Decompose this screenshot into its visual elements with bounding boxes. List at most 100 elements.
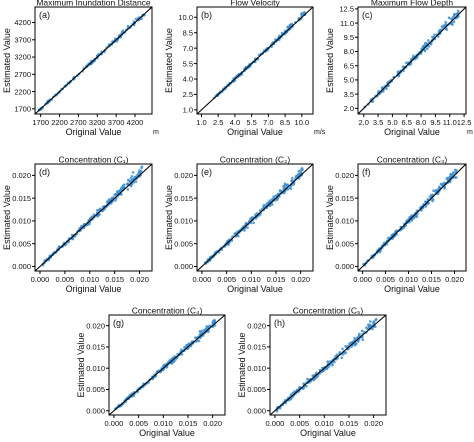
y-tick-label: 2.0 (344, 104, 354, 113)
data-point (121, 29, 125, 32)
data-point (431, 35, 434, 39)
y-tick-label: 4200 (14, 18, 31, 27)
data-point (180, 348, 183, 351)
data-point (381, 90, 385, 93)
panel-label: (d) (39, 167, 50, 177)
data-point (340, 356, 344, 360)
data-point (358, 332, 361, 336)
x-axis-label: Original Value (66, 284, 122, 294)
x-tick-label: 2.0 (359, 118, 369, 127)
y-tick-label: 0.005 (86, 385, 105, 394)
x-tick-label: 4200 (127, 118, 144, 127)
y-tick-label: 10.0 (178, 13, 193, 22)
x-tick-label: 1700 (32, 118, 49, 127)
data-point (289, 187, 293, 190)
data-point (367, 324, 371, 328)
x-tick-label: 5.5 (246, 118, 256, 127)
data-point (442, 24, 446, 27)
reference-line (34, 163, 153, 272)
y-axis-label: Estimated Value (237, 333, 247, 398)
y-tick-label: 0.020 (174, 171, 193, 180)
data-point (243, 229, 246, 232)
y-tick-label: 7.0 (183, 44, 193, 53)
y-tick-label: 3.5 (344, 90, 354, 99)
y-tick-label: 2700 (14, 70, 31, 79)
x-tick-label: 0.020 (445, 275, 464, 284)
data-point (126, 24, 130, 28)
panel-g: 0.000 0.005 0.010 0.015 0.020 0.000 0.005 0.010… (76, 306, 226, 438)
data-point (205, 325, 208, 328)
data-point (295, 174, 299, 178)
data-point (397, 74, 401, 78)
panel-label: (f) (362, 167, 371, 177)
y-tick-label: 0.020 (86, 321, 105, 330)
reference-line (357, 163, 467, 272)
data-point (163, 363, 166, 367)
data-point (213, 319, 217, 323)
data-point (110, 196, 114, 200)
x-tick-label: 7.0 (263, 118, 273, 127)
data-point (286, 25, 290, 29)
y-tick-label: 0.015 (12, 194, 31, 203)
data-point (253, 213, 257, 217)
x-tick-label: 0.010 (154, 419, 173, 428)
x-tick-label: 3.5 (373, 118, 383, 127)
data-point (131, 171, 135, 174)
data-point (402, 226, 406, 229)
x-tick-label: 4.0 (230, 118, 240, 127)
data-point (236, 234, 240, 238)
x-tick-label: 0.005 (55, 275, 74, 284)
unit-label: m (153, 129, 159, 136)
x-axis-label: Original Value (139, 428, 195, 438)
data-point (426, 39, 430, 42)
data-point (361, 338, 365, 342)
x-tick-label: 0.020 (364, 419, 383, 428)
y-tick-label: 3200 (14, 53, 31, 62)
x-tick-label: 0.015 (422, 275, 441, 284)
data-point (134, 180, 138, 183)
data-point (421, 45, 425, 49)
data-point (453, 12, 456, 16)
y-tick-label: 0.005 (335, 239, 354, 248)
data-point (313, 377, 316, 381)
x-tick-label: 0.000 (266, 419, 285, 428)
y-tick-label: 3700 (14, 35, 31, 44)
x-tick-label: 0.015 (105, 275, 124, 284)
data-point (211, 321, 214, 325)
panel-f: 0.000 0.005 0.010 0.015 0.020 0.000 0.005 0.010… (325, 155, 467, 294)
data-point (412, 216, 416, 220)
data-point (335, 353, 339, 357)
data-point (275, 409, 279, 413)
data-point (382, 241, 386, 245)
y-tick-label: 6.5 (344, 61, 354, 70)
data-point (96, 214, 99, 218)
y-tick-label: 1700 (14, 105, 31, 114)
panel-e: 0.000 0.005 0.010 0.015 0.020 0.000 0.005 0.010… (164, 155, 314, 294)
x-tick-label: 3200 (89, 118, 106, 127)
x-tick-label: 0.015 (267, 275, 286, 284)
y-tick-label: 0.020 (12, 171, 31, 180)
y-tick-label: 0.010 (247, 364, 266, 373)
data-point (353, 336, 356, 340)
data-point (286, 183, 289, 187)
data-point (198, 329, 202, 333)
data-point (338, 351, 342, 354)
data-point (408, 215, 411, 219)
data-point (183, 345, 186, 349)
data-point (360, 329, 364, 333)
x-tick-label: 0.000 (105, 419, 124, 428)
data-point (255, 212, 259, 215)
data-point (272, 195, 275, 198)
data-point (282, 184, 285, 188)
data-point (174, 358, 177, 361)
data-point (130, 175, 134, 178)
data-point (274, 38, 277, 41)
y-tick-label: 2.5 (183, 90, 193, 99)
data-point (427, 201, 430, 205)
y-tick-label: 0.015 (86, 343, 105, 352)
data-point (437, 35, 440, 38)
y-tick-label: 4.0 (183, 75, 193, 84)
data-point (233, 232, 236, 236)
data-point (138, 169, 141, 172)
